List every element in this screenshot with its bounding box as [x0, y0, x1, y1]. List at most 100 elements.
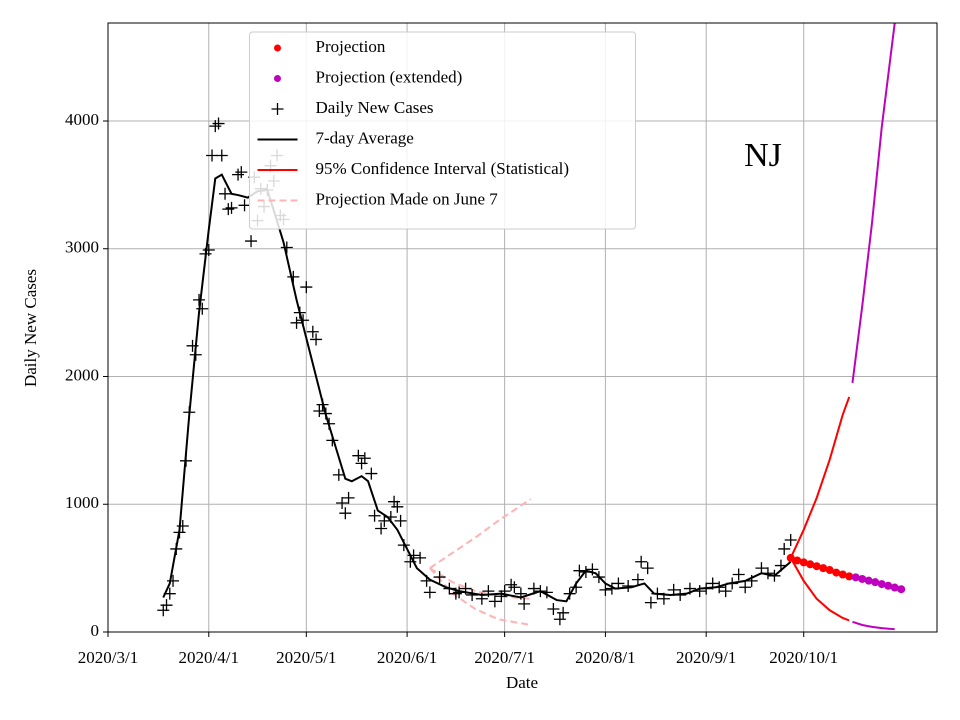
legend-marker: [271, 103, 284, 115]
daily-case-marker: [667, 583, 680, 596]
daily-case-marker: [209, 120, 222, 133]
legend-label: Projection Made on June 7: [316, 189, 499, 208]
x-tick-label: 2020/3/1: [78, 648, 138, 667]
daily-case-marker: [173, 526, 186, 539]
daily-case-marker: [706, 577, 719, 590]
daily-case-marker: [368, 509, 381, 522]
daily-case-marker: [280, 241, 293, 254]
daily-case-marker: [657, 592, 670, 605]
series-line: [429, 567, 531, 626]
daily-case-marker: [358, 452, 371, 465]
daily-case-marker: [332, 468, 345, 481]
series-line: [789, 396, 851, 559]
x-tick-label: 2020/6/1: [377, 648, 437, 667]
series-line: [851, 23, 896, 384]
daily-case-marker: [534, 585, 547, 598]
daily-case-marker: [293, 306, 306, 319]
daily-case-marker: [700, 582, 713, 595]
projection-dot: [858, 574, 867, 583]
legend-label: Daily New Cases: [316, 98, 434, 117]
projection-dot: [838, 570, 847, 579]
daily-case-marker: [579, 565, 592, 578]
projection-dot: [786, 553, 795, 562]
daily-case-marker: [475, 592, 488, 605]
legend-label: Projection (extended): [316, 67, 463, 86]
daily-case-marker: [713, 581, 726, 594]
daily-case-marker: [378, 514, 391, 527]
daily-case-marker: [170, 542, 183, 555]
daily-case-marker: [297, 314, 310, 327]
daily-case-marker: [219, 187, 232, 200]
daily-case-marker: [394, 514, 407, 527]
daily-case-marker: [732, 568, 745, 581]
daily-case-marker: [404, 555, 417, 568]
plot-frame: [107, 22, 938, 633]
x-tick-label: 2020/8/1: [575, 648, 635, 667]
daily-case-marker: [326, 434, 339, 447]
daily-case-marker: [287, 270, 300, 283]
projection-dot: [799, 558, 808, 567]
legend-label: Projection: [316, 37, 386, 56]
daily-case-marker: [739, 581, 752, 594]
daily-case-marker: [300, 281, 313, 294]
projection-dot: [845, 572, 854, 581]
daily-case-marker: [599, 583, 612, 596]
y-axis-label: Daily New Cases: [21, 269, 40, 387]
daily-case-marker: [232, 168, 245, 181]
daily-case-marker: [193, 293, 206, 306]
daily-case-marker: [514, 587, 527, 600]
daily-case-marker: [586, 563, 599, 576]
daily-case-marker: [215, 149, 228, 162]
legend-marker: [274, 75, 281, 82]
daily-case-marker: [459, 582, 472, 595]
daily-case-marker: [384, 511, 397, 524]
daily-case-marker: [157, 604, 170, 617]
projection-dot: [832, 568, 841, 577]
daily-case-marker: [573, 564, 586, 577]
projection-dot: [877, 580, 886, 589]
legend-box: [249, 31, 636, 230]
daily-case-marker: [420, 574, 433, 587]
y-tick-label: 2000: [65, 365, 99, 384]
daily-case-marker: [319, 407, 332, 420]
daily-case-marker: [352, 449, 365, 462]
daily-case-marker: [508, 581, 521, 594]
daily-case-marker: [774, 559, 787, 572]
projection-dot: [851, 573, 860, 582]
daily-case-marker: [423, 586, 436, 599]
daily-case-marker: [196, 302, 209, 315]
daily-case-marker: [183, 406, 196, 419]
daily-case-marker: [495, 590, 508, 603]
daily-case-marker: [768, 569, 781, 582]
daily-case-marker: [186, 339, 199, 352]
daily-case-marker: [605, 582, 618, 595]
daily-case-marker: [245, 235, 258, 248]
daily-case-marker: [290, 316, 303, 329]
daily-case-marker: [745, 574, 758, 587]
y-tick-label: 1000: [65, 493, 99, 512]
daily-case-marker: [339, 507, 352, 520]
projection-dot: [806, 560, 815, 569]
projection-dot: [871, 578, 880, 587]
daily-case-marker: [414, 551, 427, 564]
projection-dot: [825, 566, 834, 575]
daily-case-marker: [651, 587, 664, 600]
daily-case-marker: [482, 585, 495, 598]
daily-case-marker: [225, 201, 238, 214]
daily-case-marker: [719, 585, 732, 598]
daily-case-marker: [443, 582, 456, 595]
legend-label: 95% Confidence Interval (Statistical): [316, 159, 570, 178]
daily-case-marker: [553, 613, 566, 626]
x-tick-label: 2020/9/1: [676, 648, 736, 667]
daily-case-marker: [631, 573, 644, 586]
daily-case-marker: [726, 577, 739, 590]
series-line: [852, 620, 895, 631]
projection-dot: [819, 564, 828, 573]
daily-case-marker: [622, 580, 635, 593]
daily-case-marker: [388, 495, 401, 508]
daily-case-marker: [397, 539, 410, 552]
daily-case-marker: [342, 491, 355, 504]
x-tick-label: 2020/4/1: [179, 648, 239, 667]
x-tick-label: 2020/7/1: [474, 648, 534, 667]
daily-case-marker: [784, 534, 797, 547]
